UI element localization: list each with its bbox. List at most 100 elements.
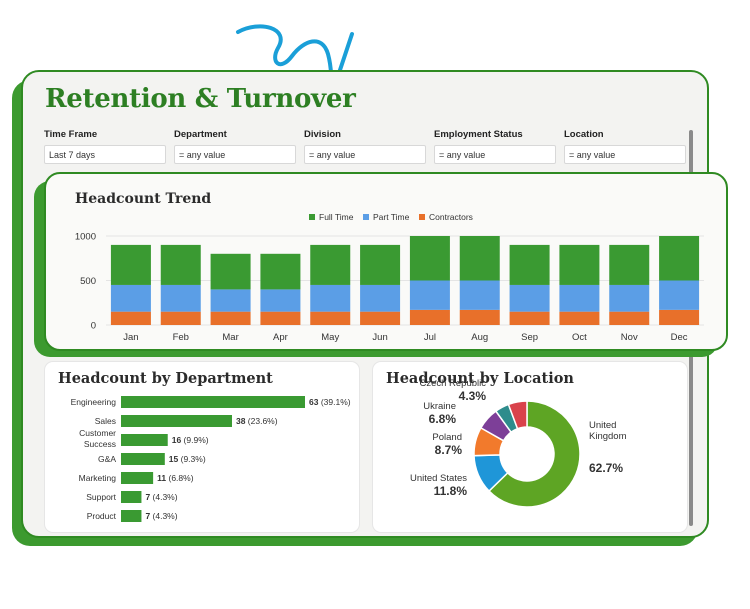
bar-segment — [409, 280, 450, 310]
category-label: Sales — [95, 416, 116, 426]
department-bar — [121, 434, 168, 446]
filter-label: Department — [174, 129, 227, 140]
bar-segment — [559, 284, 600, 312]
headcount-trend-card: Headcount Trend 0 500 1000 Full Time Part Ti… — [44, 172, 728, 351]
x-tick-label: Jul — [424, 332, 436, 343]
value-label: 7 (4.3%) — [145, 511, 177, 521]
bar-segment — [160, 311, 201, 325]
bar-segment — [459, 236, 500, 281]
x-tick-label: Oct — [572, 332, 587, 343]
bar-segment — [360, 244, 401, 285]
bar-segment — [210, 311, 251, 325]
bar-segment — [459, 309, 500, 325]
slice-percent: 4.3% — [459, 389, 487, 403]
bar-segment — [509, 244, 550, 285]
department-bar — [121, 415, 232, 427]
category-label: G&A — [98, 454, 116, 464]
slice-percent: 11.8% — [434, 484, 468, 498]
slice-label: Ukraine — [423, 401, 456, 412]
headcount-trend-chart: 0 500 1000 Full Time Part Time Contractors Jan… — [75, 212, 704, 343]
bar-segment — [110, 284, 151, 312]
category-label: Support — [86, 492, 116, 502]
bar-segment — [509, 284, 550, 312]
bar-segment — [110, 244, 151, 285]
legend-swatch — [363, 214, 369, 220]
department-bar — [121, 510, 142, 522]
filter-location: Location = any value — [564, 129, 686, 164]
filter-division: Division = any value — [304, 129, 426, 164]
slice-label: Poland — [432, 432, 462, 443]
bar-segment — [609, 284, 650, 312]
legend-label: Contractors — [429, 212, 473, 222]
department-select[interactable]: = any value — [174, 145, 296, 164]
x-tick-label: Dec — [671, 332, 688, 343]
y-tick-label: 0 — [91, 321, 96, 332]
bar-segment — [160, 284, 201, 312]
department-bar — [121, 453, 165, 465]
category-label: Product — [87, 511, 117, 521]
department-chart-title: Headcount by Department — [58, 370, 273, 387]
legend-label: Full Time — [319, 212, 354, 222]
x-tick-label: Apr — [273, 332, 288, 343]
value-label: 16 (9.9%) — [172, 435, 209, 445]
x-tick-label: Mar — [222, 332, 238, 343]
y-tick-label: 1000 — [75, 232, 96, 243]
category-label: Customer — [79, 428, 116, 438]
x-tick-label: Feb — [173, 332, 189, 343]
slice-label: United States — [410, 473, 467, 484]
trend-chart-title: Headcount Trend — [75, 191, 212, 207]
division-select[interactable]: = any value — [304, 145, 426, 164]
category-label: Success — [84, 439, 116, 449]
bar-segment — [260, 253, 301, 290]
x-tick-label: Sep — [521, 332, 538, 343]
donut-slice — [487, 400, 581, 508]
x-tick-label: Nov — [621, 332, 638, 343]
bar-segment — [609, 311, 650, 325]
bar-segment — [360, 284, 401, 312]
bar-segment — [310, 311, 351, 325]
filter-department: Department = any value — [174, 129, 296, 164]
x-tick-label: Jan — [123, 332, 138, 343]
department-bar — [121, 396, 305, 408]
bar-segment — [659, 236, 700, 281]
value-label: 11 (6.8%) — [157, 473, 194, 483]
employment-status-select[interactable]: = any value — [434, 145, 556, 164]
slice-label: Kingdom — [589, 431, 627, 442]
filter-time-frame: Time Frame Last 7 days — [44, 129, 166, 164]
legend-swatch — [419, 214, 425, 220]
time-frame-select[interactable]: Last 7 days — [44, 145, 166, 164]
slice-percent: 6.8% — [429, 412, 457, 426]
filter-employment-status: Employment Status = any value — [434, 129, 556, 164]
bar-segment — [210, 289, 251, 312]
bar-segment — [409, 236, 450, 281]
bar-segment — [310, 244, 351, 285]
filter-label: Time Frame — [44, 129, 98, 140]
bar-segment — [260, 289, 301, 312]
x-tick-label: Jun — [372, 332, 387, 343]
bar-segment — [559, 311, 600, 325]
bar-segment — [609, 244, 650, 285]
bar-segment — [110, 311, 151, 325]
value-label: 7 (4.3%) — [145, 492, 177, 502]
bar-segment — [360, 311, 401, 325]
value-label: 38 (23.6%) — [236, 416, 278, 426]
location-select[interactable]: = any value — [564, 145, 686, 164]
slice-percent: 62.7% — [589, 461, 623, 475]
department-card: Headcount by Department Engineering 63 (3… — [45, 362, 359, 532]
bar-segment — [659, 309, 700, 325]
bar-segment — [160, 244, 201, 285]
y-tick-label: 500 — [80, 276, 96, 287]
bar-segment — [210, 253, 251, 290]
bar-segment — [559, 244, 600, 285]
x-tick-label: May — [321, 332, 339, 343]
value-label: 15 (9.3%) — [169, 454, 206, 464]
department-bar — [121, 491, 142, 503]
bar-segment — [659, 280, 700, 310]
category-label: Marketing — [79, 473, 117, 483]
page-title: Retention & Turnover — [45, 84, 356, 114]
donut-slice — [507, 400, 528, 430]
bar-segment — [260, 311, 301, 325]
bar-segment — [310, 284, 351, 312]
legend-swatch — [309, 214, 315, 220]
